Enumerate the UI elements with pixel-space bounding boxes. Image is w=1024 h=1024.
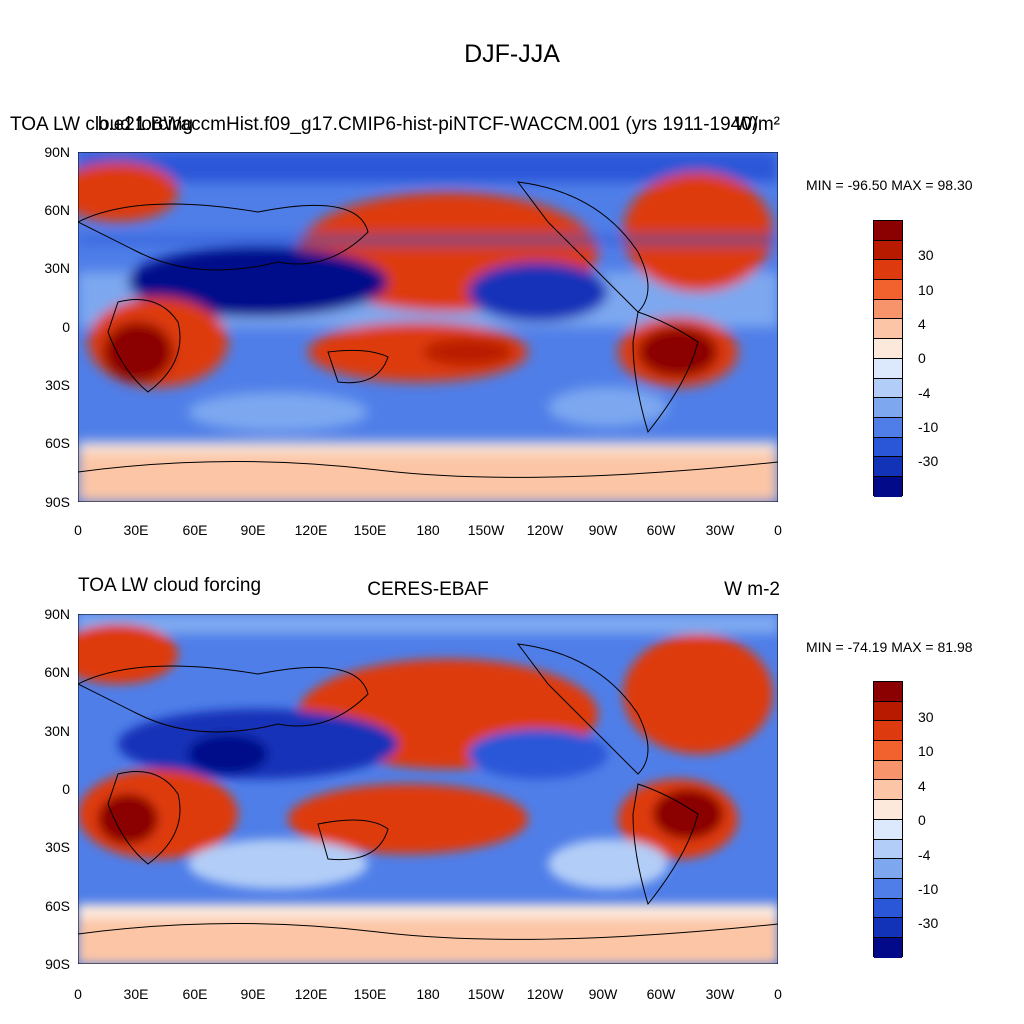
bottom-left-title: TOA LW cloud forcing [78, 575, 262, 596]
bottom-lon-tick: 60E [182, 986, 208, 1002]
top-colorbar-label: 30 [918, 247, 934, 263]
bottom-lat-tick: 90N [44, 606, 70, 622]
top-lon-tick: 90E [240, 522, 266, 538]
bottom-colorbar-label: 4 [918, 778, 926, 794]
bottom-colorbar [873, 681, 903, 958]
top-lat-tick: 90N [44, 144, 70, 160]
top-lat-tick: 30N [44, 260, 70, 276]
top-lon-tick: 0 [774, 522, 782, 538]
top-lon-tick: 60W [646, 522, 676, 538]
top-colorbar [873, 220, 903, 497]
bottom-lat-tick: 30S [45, 839, 70, 855]
bottom-lon-tick: 0 [774, 986, 782, 1002]
top-lat-tick: 0 [62, 319, 70, 335]
top-lon-tick: 120E [294, 522, 328, 538]
bottom-lat-tick: 30N [44, 723, 70, 739]
bottom-lon-tick: 90E [240, 986, 266, 1002]
top-colorbar-label: 4 [918, 316, 926, 332]
top-lon-tick: 30E [123, 522, 149, 538]
top-lat-tick: 60S [45, 435, 70, 451]
bottom-lon-tick: 30W [705, 986, 735, 1002]
top-lon-tick: 150W [467, 522, 505, 538]
bottom-colorbar-label: -4 [918, 847, 931, 863]
top-lon-tick: 30W [705, 522, 735, 538]
top-right-title: W/m² [734, 114, 780, 135]
top-colorbar-label: -4 [918, 385, 931, 401]
top-minmax: MIN = -96.50 MAX = 98.30 [806, 177, 973, 193]
bottom-lon-tick: 150W [467, 986, 505, 1002]
bottom-lat-tick: 0 [62, 781, 70, 797]
bottom-lon-tick: 30E [123, 986, 149, 1002]
bottom-lon-tick: 180 [416, 986, 440, 1002]
bottom-lon-tick: 120W [526, 986, 564, 1002]
bottom-lon-tick: 90W [588, 986, 618, 1002]
bottom-right-title: W m-2 [724, 579, 780, 600]
top-lat-tick: 90S [45, 494, 70, 510]
top-lat-tick: 30S [45, 377, 70, 393]
top-colorbar-label: 0 [918, 350, 926, 366]
top-colorbar-label: 10 [918, 282, 934, 298]
figure-title: DJF-JJA [464, 40, 560, 68]
top-colorbar-label: -10 [918, 419, 939, 435]
bottom-colorbar-label: 0 [918, 812, 926, 828]
bottom-lat-tick: 90S [45, 956, 70, 972]
bottom-center-title: CERES-EBAF [367, 579, 489, 600]
top-lon-tick: 60E [182, 522, 208, 538]
bottom-colorbar-label: 10 [918, 743, 934, 759]
top-map-plot [78, 152, 778, 502]
top-lon-tick: 120W [526, 522, 564, 538]
bottom-lon-tick: 120E [294, 986, 328, 1002]
top-lon-tick: 0 [74, 522, 82, 538]
top-lat-tick: 60N [44, 202, 70, 218]
top-lon-tick: 150E [353, 522, 387, 538]
top-colorbar-label: -30 [918, 453, 939, 469]
bottom-colorbar-label: -10 [918, 881, 939, 897]
top-lon-tick: 180 [416, 522, 440, 538]
bottom-minmax: MIN = -74.19 MAX = 81.98 [806, 639, 973, 655]
bottom-map-plot [78, 614, 778, 964]
top-lon-tick: 90W [588, 522, 618, 538]
top-left-title: TOA LW cloud forcing [10, 114, 194, 135]
bottom-lon-tick: 0 [74, 986, 82, 1002]
bottom-lat-tick: 60N [44, 664, 70, 680]
top-center-title: b.e21.BWaccmHist.f09_g17.CMIP6-hist-piNT… [97, 114, 759, 135]
bottom-colorbar-label: 30 [918, 709, 934, 725]
bottom-lon-tick: 60W [646, 986, 676, 1002]
bottom-lat-tick: 60S [45, 898, 70, 914]
bottom-colorbar-label: -30 [918, 915, 939, 931]
bottom-lon-tick: 150E [353, 986, 387, 1002]
